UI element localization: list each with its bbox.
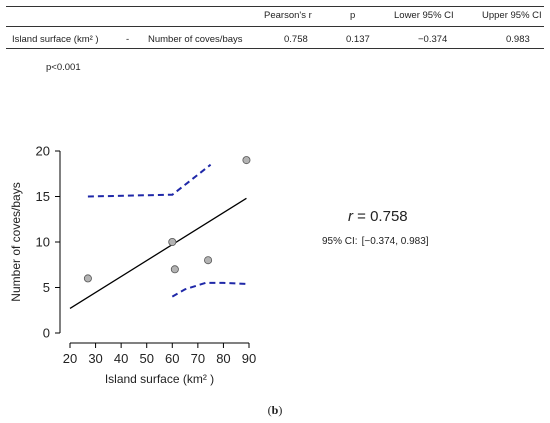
- r-annotation: r = 0.758: [348, 208, 408, 225]
- scatter-plot: 20 30 40 50 60 70 80 90 0 5 10 15 20 Island surface (…: [9, 144, 256, 387]
- ci-label: 95% CI:: [322, 236, 358, 247]
- r-value: = 0.758: [353, 208, 408, 225]
- x-tick-label: 20: [63, 351, 77, 366]
- y-tick-label: 0: [43, 326, 50, 341]
- x-tick-label: 70: [191, 351, 205, 366]
- significance-note: p<0.001: [46, 62, 81, 73]
- caption-letter: b: [271, 403, 279, 417]
- ci-annotation: 95% CI: [−0.374, 0.983]: [322, 236, 429, 247]
- x-tick-label: 80: [216, 351, 230, 366]
- x-tick-label: 60: [165, 351, 179, 366]
- x-axis-title: Island surface (km² ): [105, 372, 214, 386]
- y-tick-label: 10: [36, 235, 50, 250]
- data-point: [242, 156, 251, 165]
- lower-ci-value: −0.374: [418, 34, 448, 45]
- data-point: [170, 265, 179, 274]
- var1-label: Island surface (km² ): [12, 34, 99, 45]
- caption-open: (: [267, 403, 272, 417]
- x-tick-label: 30: [88, 351, 102, 366]
- header-lower-ci: Lower 95% CI: [394, 10, 454, 21]
- figure-caption: (b): [0, 403, 550, 418]
- upper-ci-value: 0.983: [506, 34, 530, 45]
- x-tick-label: 40: [114, 351, 128, 366]
- pearson-r-value: 0.758: [284, 34, 308, 45]
- header-p: p: [350, 10, 356, 21]
- y-tick-label: 20: [36, 144, 50, 159]
- y-tick-label: 15: [36, 189, 50, 204]
- caption-close: ): [278, 403, 283, 417]
- x-tick-label: 50: [139, 351, 153, 366]
- data-point: [168, 238, 177, 247]
- ci-value: [−0.374, 0.983]: [361, 236, 429, 247]
- y-axis-title: Number of coves/bays: [9, 182, 23, 301]
- table-bottom-rule: [6, 48, 544, 49]
- y-tick-label: 5: [43, 280, 50, 295]
- data-point: [204, 256, 213, 265]
- x-tick-label: 90: [242, 351, 256, 366]
- header-pearson-r: Pearson's r: [264, 10, 312, 21]
- data-point: [83, 274, 92, 283]
- regression-line: [69, 197, 247, 309]
- table-header-rule: [6, 26, 544, 27]
- ci-upper-band: [87, 163, 212, 198]
- header-upper-ci: Upper 95% CI: [482, 10, 542, 21]
- r-symbol: r: [348, 208, 353, 225]
- pair-separator: -: [126, 34, 130, 45]
- table-top-rule: [6, 6, 544, 7]
- var2-label: Number of coves/bays: [148, 34, 243, 45]
- p-value: 0.137: [346, 34, 370, 45]
- ci-lower-band: [171, 281, 247, 298]
